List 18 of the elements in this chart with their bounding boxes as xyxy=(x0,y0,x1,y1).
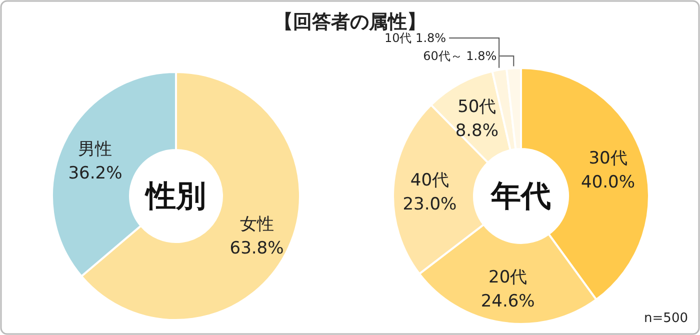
slice-label: 10代 1.8% xyxy=(384,31,446,45)
slice-label: 30代 xyxy=(588,148,628,169)
slice-label: 男性 xyxy=(78,140,112,160)
data-label: 24.6% xyxy=(480,292,535,312)
data-label: 8.8% xyxy=(455,120,499,141)
data-label: 36.2% xyxy=(68,164,122,184)
slice-label: 40代 xyxy=(410,170,450,191)
text: n=500 xyxy=(644,311,688,326)
slice-label: 女性 xyxy=(240,214,274,234)
text: 性別 xyxy=(144,179,206,214)
slice-label: 60代～ 1.8% xyxy=(423,49,497,63)
data-label: 63.8% xyxy=(230,238,284,258)
slice-label: 50代 xyxy=(458,96,496,117)
slice-label: 20代 xyxy=(488,268,528,288)
text: 【回答者の属性】 xyxy=(274,11,426,33)
data-label: 40.0% xyxy=(581,172,636,193)
text: 年代 xyxy=(490,179,551,214)
data-label: 23.0% xyxy=(402,194,457,215)
